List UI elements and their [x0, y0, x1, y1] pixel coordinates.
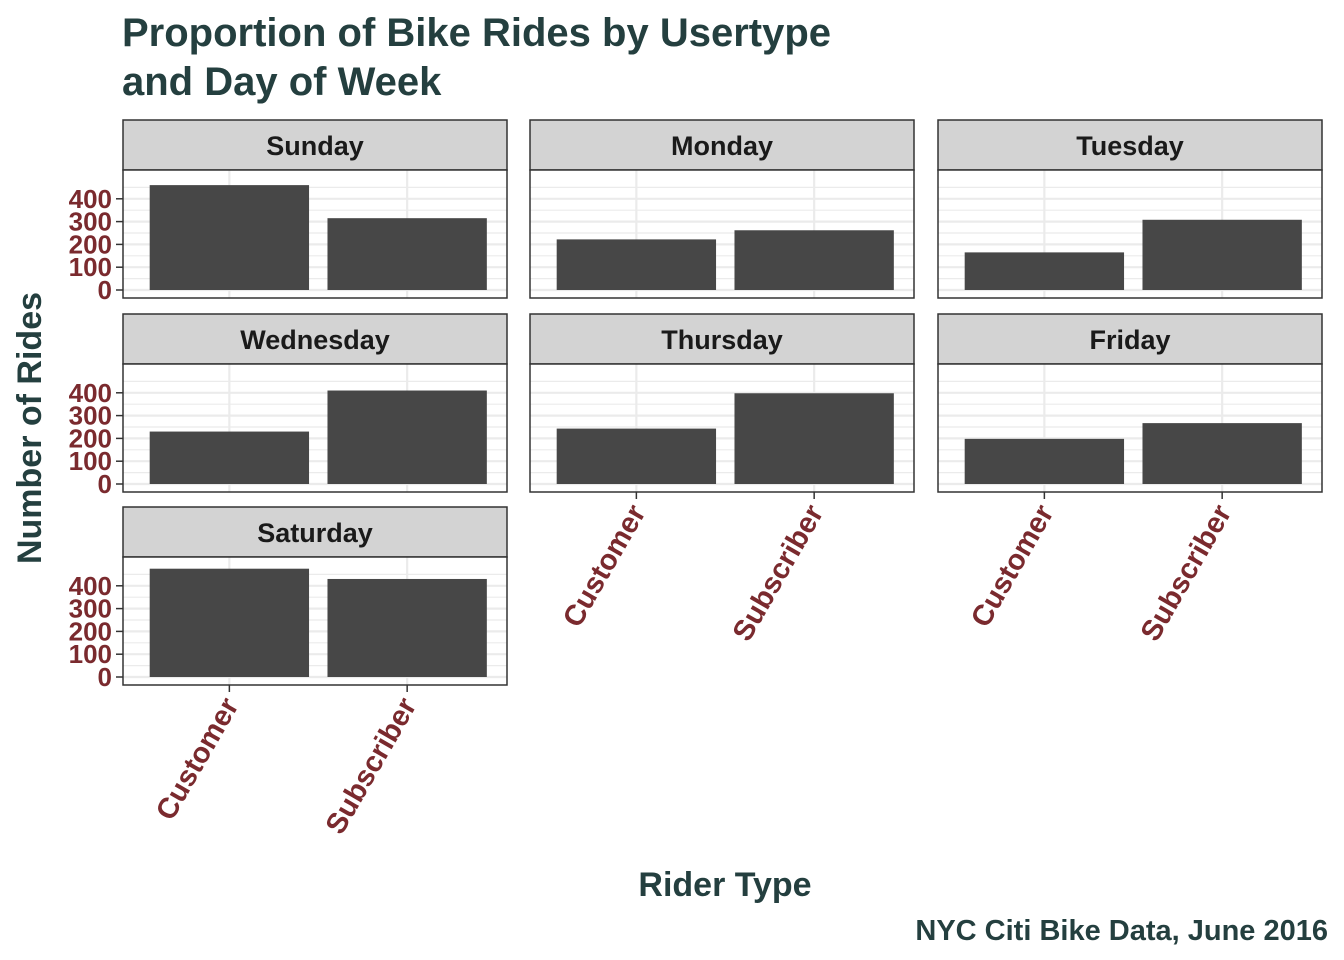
chart-title-line-2: and Day of Week: [122, 60, 442, 104]
strip-tuesday: [937, 119, 1323, 171]
chart-caption: NYC Citi Bike Data, June 2016: [915, 915, 1328, 947]
x-tick-label-subscriber: Subscriber: [1135, 500, 1238, 647]
bar-wednesday-customer: [149, 431, 310, 484]
x-tick-label-customer: Customer: [557, 500, 652, 633]
chart-title: Proportion of Bike Rides by Usertype and…: [122, 11, 842, 104]
bar-friday-subscriber: [1142, 423, 1302, 484]
y-tick-label: 400: [69, 571, 112, 601]
strip-thursday: [529, 313, 915, 365]
panel-friday: Friday Customer Subscriber: [937, 313, 1323, 647]
bar-wednesday-subscriber: [327, 390, 487, 484]
panel-border-monday: [529, 169, 915, 299]
y-tick-label: 300: [69, 401, 112, 431]
bar-thursday-subscriber: [734, 393, 894, 484]
panel-border-saturday: [122, 556, 508, 686]
strip-label-tuesday: Tuesday: [1076, 131, 1184, 161]
strip-sunday: [122, 119, 508, 171]
y-tick-label: 400: [69, 378, 112, 408]
y-tick-label: 300: [69, 207, 112, 237]
y-tick-label: 100: [69, 252, 112, 282]
bar-saturday-customer: [149, 568, 310, 677]
x-tick-label-subscriber: Subscriber: [727, 500, 830, 647]
strip-label-wednesday: Wednesday: [240, 325, 390, 355]
bar-thursday-customer: [556, 428, 717, 484]
strip-monday: [529, 119, 915, 171]
panel-border-friday: [937, 363, 1323, 493]
y-axis-title: Number of Rides: [11, 292, 49, 564]
bar-sunday-customer: [149, 185, 310, 290]
panel-border-thursday: [529, 363, 915, 493]
panel-border-sunday: [122, 169, 508, 299]
x-axis-title: Rider Type: [638, 866, 811, 904]
x-tick-label-subscriber: Subscriber: [320, 693, 423, 840]
bar-friday-customer: [964, 438, 1125, 484]
bar-monday-customer: [556, 239, 717, 290]
strip-saturday: [122, 506, 508, 558]
y-tick-label: 100: [69, 639, 112, 669]
panel-thursday: Thursday Customer Subscriber: [529, 313, 915, 647]
y-tick-label: 200: [69, 229, 112, 259]
y-tick-label: 0: [98, 469, 112, 499]
strip-label-thursday: Thursday: [661, 325, 783, 355]
strip-label-sunday: Sunday: [266, 131, 364, 161]
x-tick-label-customer: Customer: [150, 693, 245, 826]
y-tick-label: 100: [69, 446, 112, 476]
bar-tuesday-subscriber: [1142, 219, 1302, 290]
y-tick-label: 200: [69, 616, 112, 646]
y-tick-label: 0: [98, 275, 112, 305]
strip-wednesday: [122, 313, 508, 365]
y-tick-label: 300: [69, 594, 112, 624]
x-tick-label-customer: Customer: [965, 500, 1060, 633]
y-tick-label: 0: [98, 662, 112, 692]
y-tick-label: 400: [69, 184, 112, 214]
y-tick-label: 200: [69, 423, 112, 453]
bar-tuesday-customer: [964, 252, 1125, 290]
panel-monday: Monday: [529, 119, 915, 299]
strip-label-monday: Monday: [671, 131, 773, 161]
panel-border-tuesday: [937, 169, 1323, 299]
strip-label-friday: Friday: [1089, 325, 1170, 355]
panel-tuesday: Tuesday: [937, 119, 1323, 299]
panel-border-wednesday: [122, 363, 508, 493]
bar-monday-subscriber: [734, 230, 894, 290]
strip-label-saturday: Saturday: [257, 518, 373, 548]
chart-title-line-1: Proportion of Bike Rides by Usertype: [122, 11, 831, 55]
bar-sunday-subscriber: [327, 218, 487, 290]
bar-saturday-subscriber: [327, 578, 487, 677]
